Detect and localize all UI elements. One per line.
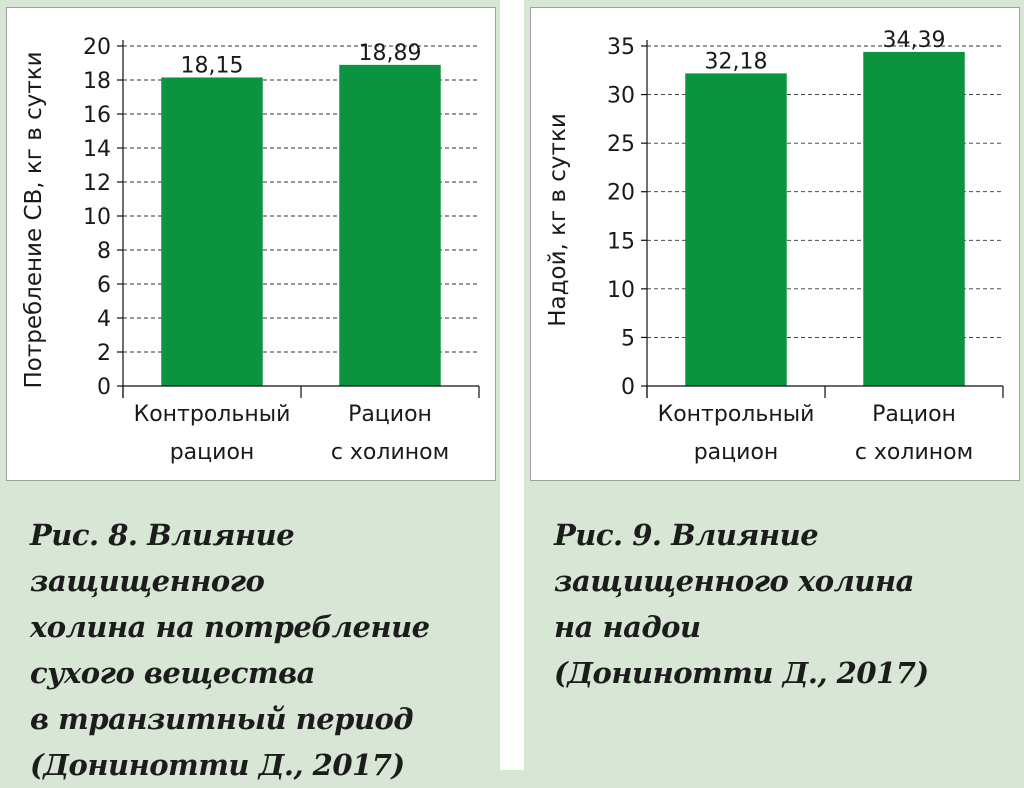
data-label: 18,89 — [359, 41, 422, 66]
figure-9: 32,18 34,39 0 5 10 15 20 25 30 35 Контрольный рацио… — [524, 0, 1024, 770]
y-axis-title: Потребление СВ, кг в сутки — [21, 51, 47, 388]
y-tick-label: 10 — [607, 278, 635, 303]
y-tick-label: 25 — [607, 132, 635, 157]
y-tick-label: 0 — [97, 375, 111, 400]
bar — [863, 51, 965, 386]
y-tick-label: 6 — [97, 273, 111, 298]
x-tick-label: рацион — [694, 440, 779, 465]
y-tick-label: 20 — [83, 35, 111, 60]
data-label: 18,15 — [181, 53, 244, 78]
x-tick-label: с холином — [855, 440, 973, 465]
x-tick-label: Рацион — [348, 402, 432, 427]
y-axis-title: Надой, кг в сутки — [545, 113, 571, 327]
bar-chart-dry-matter-intake: 18,15 18,89 0 2 4 6 8 10 12 14 16 18 20 Контрольный ра… — [21, 35, 480, 465]
chart-panel: 32,18 34,39 0 5 10 15 20 25 30 35 Контрольный рацио… — [530, 7, 1020, 481]
y-tick-label: 18 — [83, 69, 111, 94]
x-tick-label: Контрольный — [658, 402, 815, 427]
bar — [339, 64, 441, 386]
figure-caption: Рис. 8. Влияние защищенного холина на по… — [30, 518, 430, 782]
x-tick-label: рацион — [170, 440, 255, 465]
data-label: 34,39 — [883, 28, 946, 53]
y-tick-label: 20 — [607, 181, 635, 206]
y-tick-label: 12 — [83, 171, 111, 196]
y-tick-label: 2 — [97, 341, 111, 366]
chart-body: 32,18 34,39 0 5 10 15 20 25 30 35 Контрольный рацио… — [545, 28, 1004, 465]
chart-body: 18,15 18,89 0 2 4 6 8 10 12 14 16 18 20 Контрольный ра… — [21, 35, 480, 465]
x-tick-label: Рацион — [872, 402, 956, 427]
bar-chart-milk-yield: 32,18 34,39 0 5 10 15 20 25 30 35 Контрольный рацио… — [545, 28, 1004, 465]
chart-panel: 18,15 18,89 0 2 4 6 8 10 12 14 16 18 20 Контрольный ра… — [6, 7, 496, 481]
y-tick-label: 35 — [607, 35, 635, 60]
y-tick-label: 10 — [83, 205, 111, 230]
figure-separator — [500, 0, 524, 770]
x-tick-label: Контрольный — [134, 402, 291, 427]
figure-8: 18,15 18,89 0 2 4 6 8 10 12 14 16 18 20 Контрольный ра… — [0, 0, 500, 782]
y-tick-label: 0 — [621, 375, 635, 400]
y-tick-label: 5 — [621, 326, 635, 351]
y-tick-label: 16 — [83, 103, 111, 128]
bar — [685, 73, 787, 386]
data-label: 32,18 — [705, 49, 768, 74]
x-tick-label: с холином — [331, 440, 449, 465]
bar — [161, 77, 263, 386]
y-tick-label: 4 — [97, 307, 111, 332]
y-tick-label: 15 — [607, 229, 635, 254]
y-tick-label: 14 — [83, 137, 111, 162]
figure-caption: Рис. 9. Влияние защищенного холина на на… — [554, 518, 929, 690]
y-tick-label: 30 — [607, 84, 635, 109]
y-tick-label: 8 — [97, 239, 111, 264]
